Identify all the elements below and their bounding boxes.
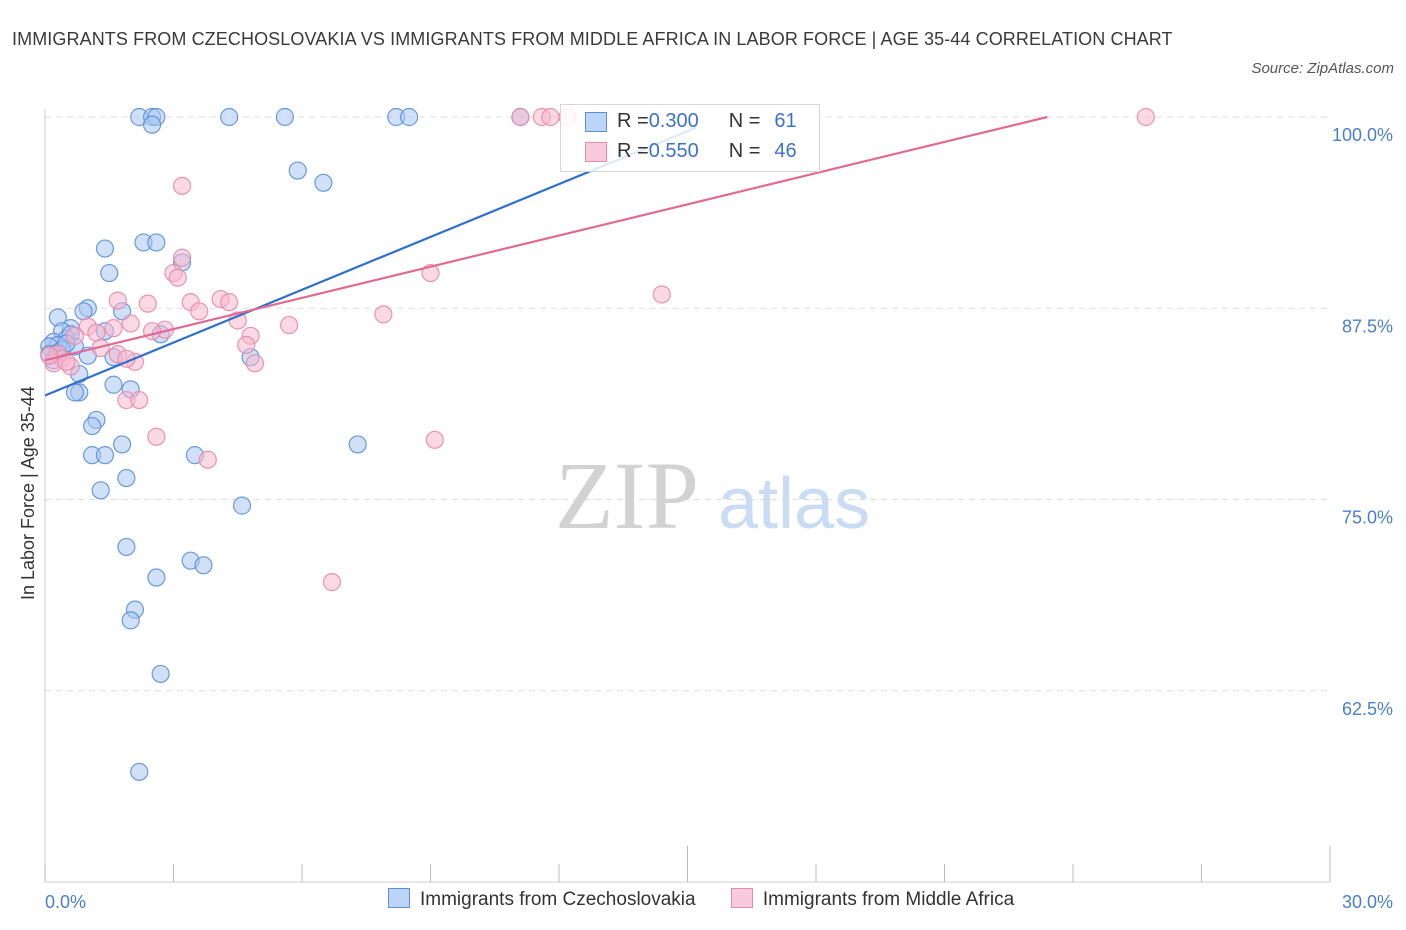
- legend-swatch-blue: [585, 111, 607, 132]
- point-czechoslovakia: [117, 468, 136, 488]
- axes: [44, 109, 1331, 883]
- point-middle-africa: [172, 248, 192, 267]
- watermark-atlas: atlas: [718, 464, 870, 544]
- legend-item-czechoslovakia[interactable]: Immigrants from Czechoslovakia: [388, 888, 696, 911]
- point-czechoslovakia: [399, 107, 419, 127]
- point-czechoslovakia: [112, 435, 132, 454]
- point-czechoslovakia: [275, 107, 294, 127]
- point-middle-africa: [220, 293, 239, 312]
- point-middle-africa: [142, 322, 162, 341]
- y-tick-label: 100.0%: [1332, 125, 1393, 145]
- source-label: Source: ZipAtlas.com: [1251, 60, 1394, 77]
- point-czechoslovakia: [194, 556, 213, 575]
- x-tick-label: 0.0%: [45, 892, 86, 912]
- point-czechoslovakia: [147, 568, 166, 587]
- y-axis-title: In Labor Force | Age 35-44: [18, 386, 38, 600]
- point-czechoslovakia: [130, 762, 149, 781]
- point-middle-africa: [108, 291, 127, 310]
- point-czechoslovakia: [95, 239, 115, 258]
- correlation-legend: R = 0.300 N = 61 R = 0.550 N = 46: [560, 104, 820, 172]
- point-middle-africa: [168, 268, 187, 287]
- point-czechoslovakia: [100, 263, 119, 283]
- point-middle-africa: [57, 352, 76, 371]
- point-middle-africa: [130, 390, 149, 410]
- x-tick-label: 30.0%: [1342, 892, 1393, 912]
- point-middle-africa: [172, 176, 192, 195]
- point-middle-africa: [280, 315, 299, 335]
- point-czechoslovakia: [314, 173, 333, 192]
- point-czechoslovakia: [121, 611, 140, 630]
- point-middle-africa: [138, 294, 157, 313]
- point-middle-africa: [322, 573, 342, 592]
- legend-n-label: N =: [728, 140, 761, 162]
- point-czechoslovakia: [220, 107, 239, 127]
- point-middle-africa: [511, 107, 530, 127]
- point-middle-africa: [87, 323, 106, 342]
- watermark: ZIP atlas: [555, 442, 870, 549]
- point-middle-africa: [104, 319, 123, 338]
- point-middle-africa: [245, 354, 264, 373]
- point-czechoslovakia: [74, 302, 93, 321]
- legend-item-middle-africa[interactable]: Immigrants from Middle Africa: [730, 888, 1015, 911]
- point-middle-africa: [425, 430, 444, 449]
- legend-n-label: N =: [728, 110, 761, 132]
- point-middle-africa: [40, 346, 59, 365]
- tick-labels: 100.0% 87.5% 75.0% 62.5% 0.0% 30.0%: [45, 125, 1393, 912]
- legend-label: Immigrants from Middle Africa: [762, 889, 1015, 910]
- legend-r-value: 0.550: [648, 140, 699, 162]
- point-czechoslovakia: [117, 537, 136, 557]
- legend-r-value: 0.300: [648, 110, 699, 132]
- point-middle-africa: [374, 305, 393, 324]
- series-legend: Immigrants from Czechoslovakia Immigrant…: [388, 888, 1044, 911]
- trend-line-middle-africa: [44, 115, 1048, 362]
- legend-row-czechoslovakia: R = 0.300 N = 61: [585, 110, 797, 140]
- watermark-zip: ZIP: [555, 442, 699, 549]
- point-czechoslovakia: [147, 233, 166, 252]
- trend-lines: [44, 115, 1048, 397]
- point-czechoslovakia: [288, 161, 307, 180]
- data-points: [40, 107, 1155, 781]
- legend-swatch-pink: [585, 141, 607, 162]
- point-czechoslovakia: [95, 446, 115, 465]
- legend-swatch-blue: [388, 888, 410, 908]
- point-middle-africa: [237, 335, 256, 355]
- point-middle-africa: [121, 314, 140, 333]
- point-middle-africa: [190, 302, 209, 321]
- point-middle-africa: [541, 107, 560, 127]
- legend-r-label: R =: [617, 110, 649, 132]
- point-czechoslovakia: [104, 375, 123, 394]
- point-middle-africa: [652, 285, 671, 304]
- point-middle-africa: [147, 427, 166, 446]
- point-middle-africa: [1136, 107, 1155, 127]
- y-tick-label: 87.5%: [1342, 316, 1393, 336]
- grid-lines: [45, 116, 1330, 692]
- legend-n-value: 61: [774, 110, 797, 132]
- legend-r-label: R =: [617, 140, 649, 162]
- point-czechoslovakia: [232, 496, 252, 515]
- point-czechoslovakia: [91, 481, 110, 500]
- trend-line-czechoslovakia: [44, 126, 697, 397]
- y-tick-label: 75.0%: [1342, 508, 1393, 528]
- point-czechoslovakia: [348, 435, 367, 454]
- chart-title: IMMIGRANTS FROM CZECHOSLOVAKIA VS IMMIGR…: [12, 29, 1173, 49]
- point-czechoslovakia: [151, 664, 170, 684]
- legend-label: Immigrants from Czechoslovakia: [420, 889, 696, 910]
- legend-n-value: 46: [774, 140, 797, 162]
- point-middle-africa: [65, 326, 85, 345]
- point-middle-africa: [198, 450, 217, 469]
- legend-swatch-pink: [730, 888, 753, 908]
- y-tick-label: 62.5%: [1342, 699, 1393, 719]
- point-czechoslovakia: [142, 115, 162, 134]
- legend-row-middle-africa: R = 0.550 N = 46: [585, 140, 797, 170]
- point-czechoslovakia: [83, 416, 102, 436]
